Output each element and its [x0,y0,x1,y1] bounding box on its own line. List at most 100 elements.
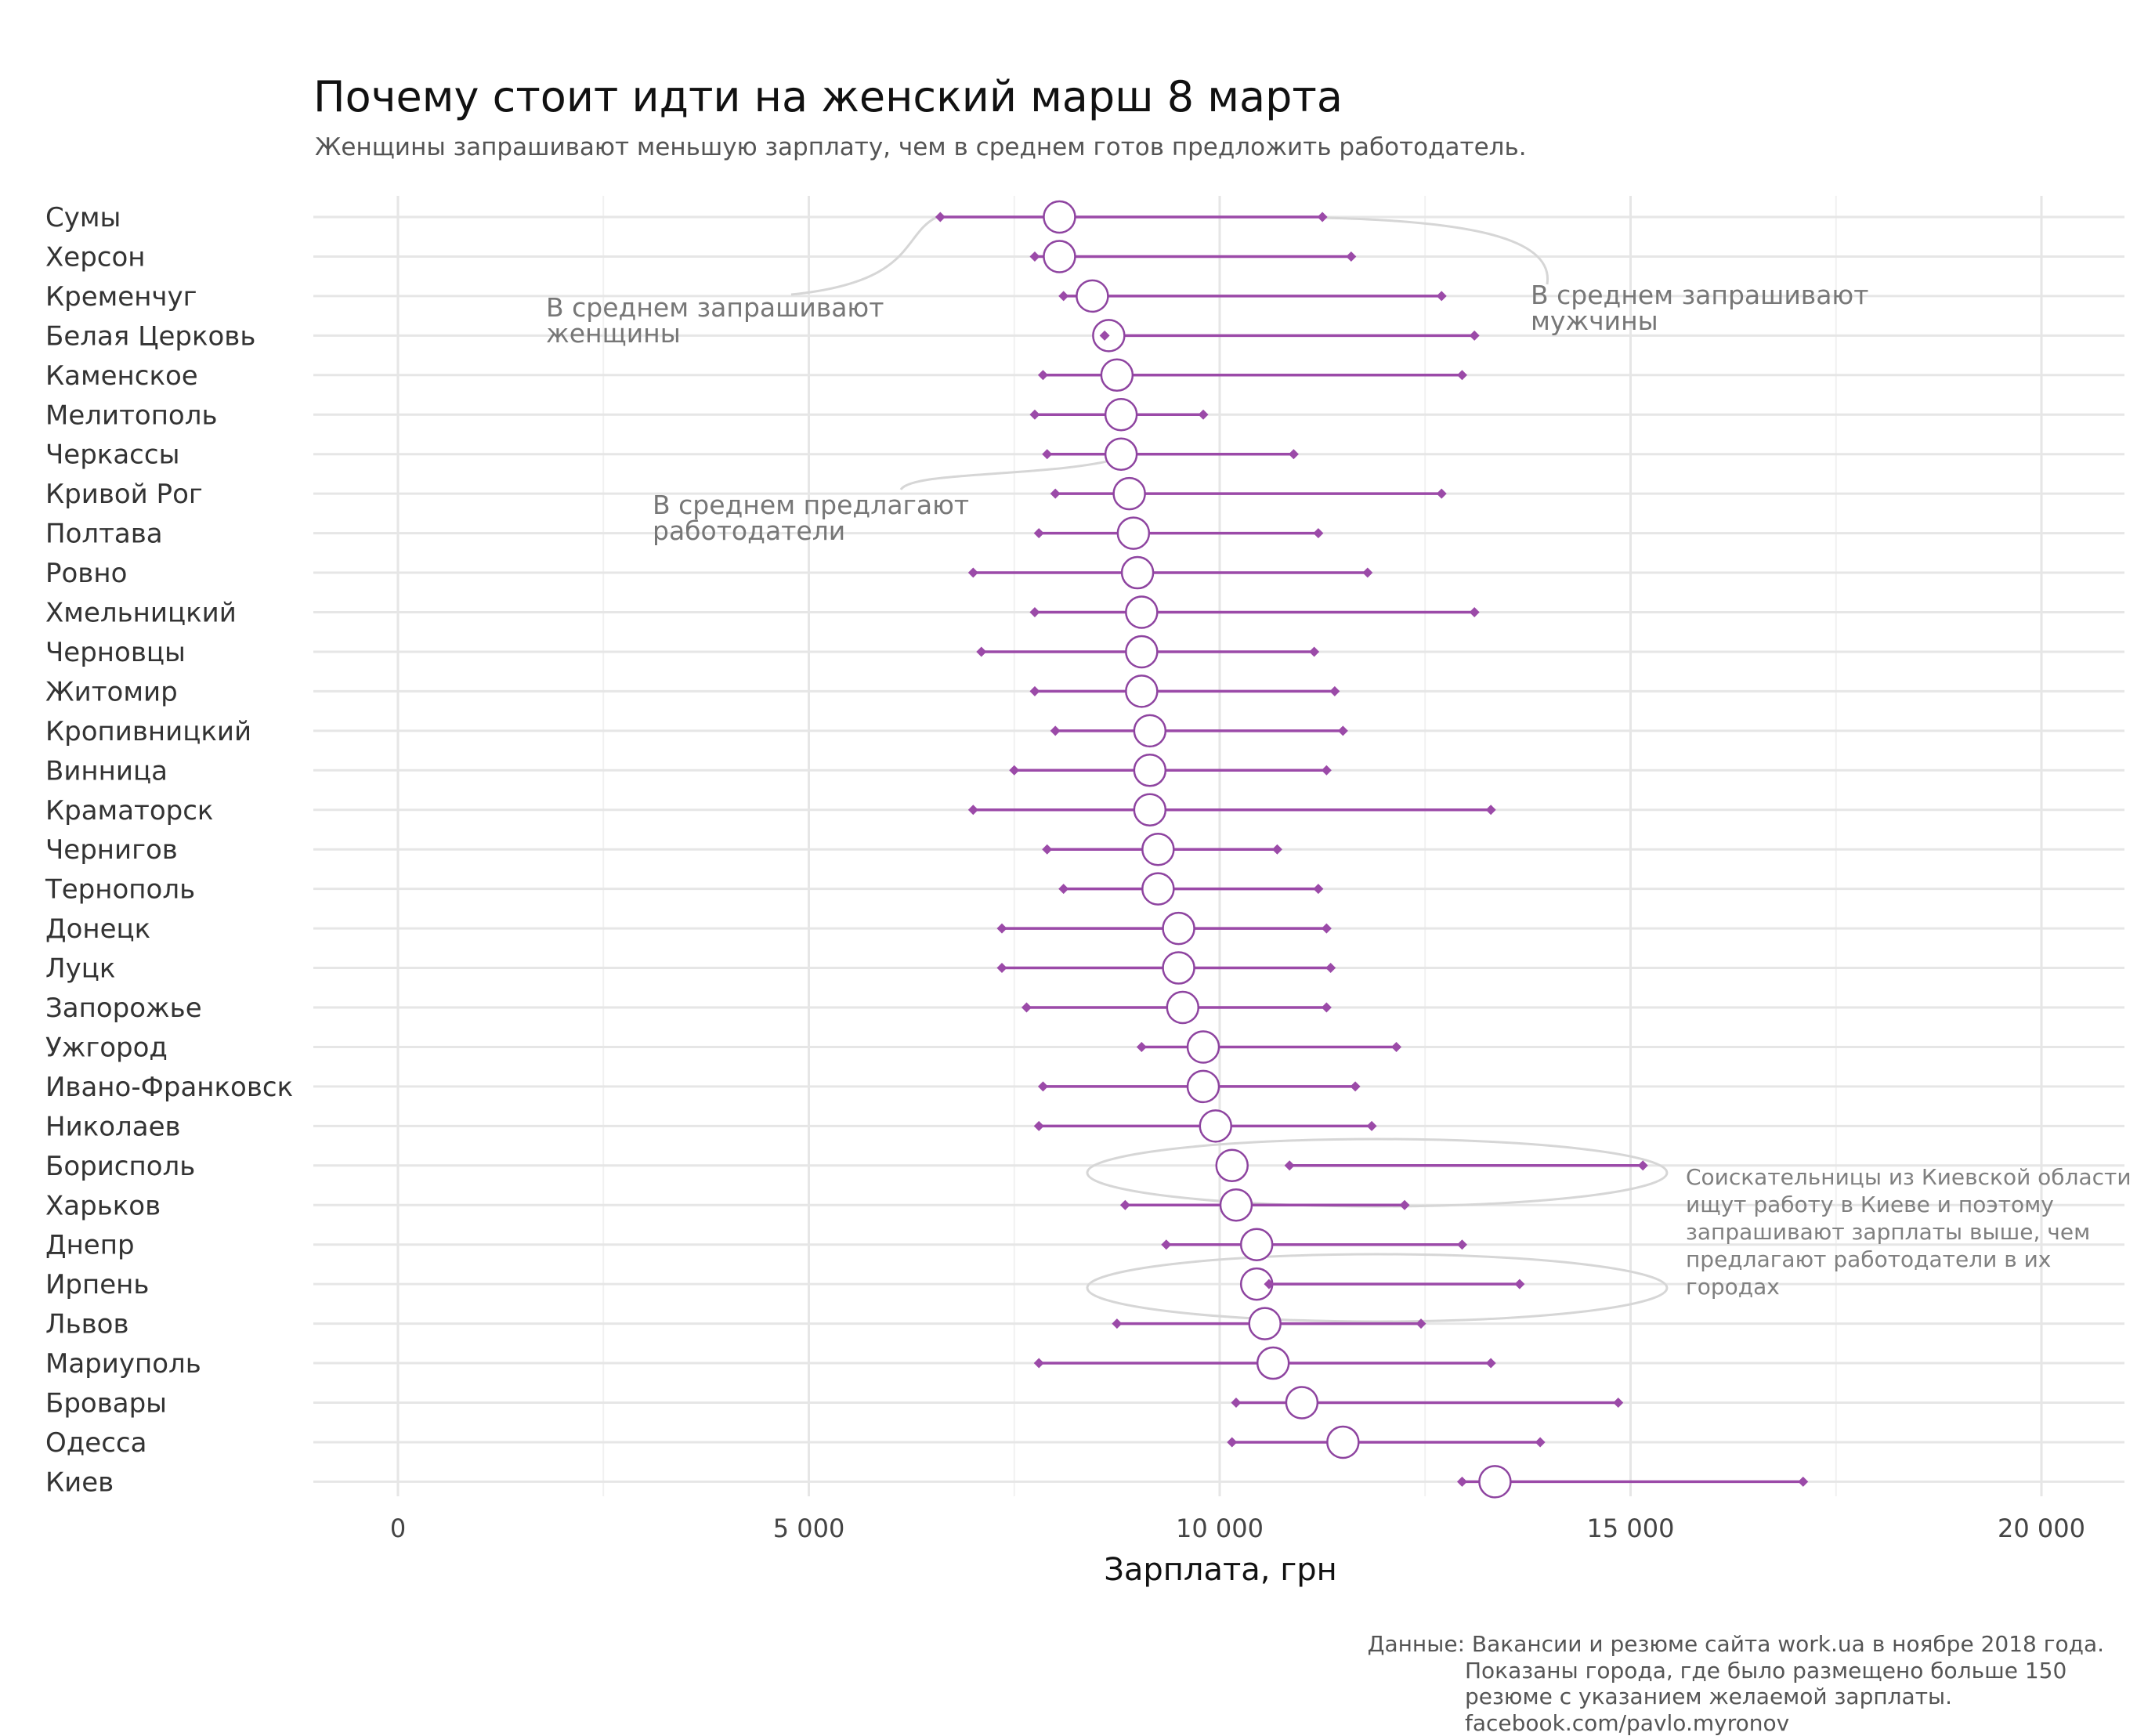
irpen-highlight-ellipse [1086,1253,1669,1323]
employer-point [1076,279,1109,313]
women-point [1050,488,1061,499]
women-point [1037,1081,1048,1092]
women-point [1033,528,1044,539]
city-label: Донецк [45,913,150,945]
city-label: Киев [45,1467,114,1498]
men-point [1391,1041,1402,1052]
employer-point [1125,675,1159,708]
city-label: Тернополь [45,874,195,906]
kyiv-region-annotation-line-2: ищут работу в Киеве и поэтому [1686,1192,2054,1217]
city-label: Львов [45,1309,128,1340]
men-point [1637,1160,1648,1171]
caption-line-2: Показаны города, где было размещено боль… [1465,1658,2066,1684]
city-label: Житомир [45,676,178,707]
kyiv-region-annotation-line-5: городах [1686,1274,1780,1300]
city-label: Ровно [45,558,127,589]
men-point [1313,884,1324,895]
employer-point [1141,832,1175,866]
men-point [1362,567,1373,578]
employer-point [1248,1307,1282,1340]
kyiv-region-annotation-line-4: предлагают работодатели в их [1686,1246,2051,1272]
women-callout-line [790,215,938,296]
men-point [1456,370,1467,381]
women-point [967,805,978,816]
employer-point [1186,1069,1220,1104]
women-point [1042,449,1053,460]
employer-point [1162,951,1195,985]
women-point [1029,607,1040,617]
city-label: Ужгород [45,1032,168,1063]
men-point [1514,1278,1525,1289]
city-label: Хмельницкий [45,598,237,629]
men-point [1456,1239,1467,1250]
city-label: Харьков [45,1190,161,1221]
employer-point [1478,1465,1512,1499]
employer-point [1166,990,1200,1025]
women-point [1042,844,1053,855]
men-point [1198,409,1209,420]
women-point [1029,409,1040,420]
men-point [1321,1002,1332,1013]
employer-point [1104,398,1138,432]
employers-annotation: В среднем предлагают работодатели [653,490,969,546]
women-point [996,963,1007,974]
employer-point [1219,1188,1253,1222]
men-point [1485,805,1496,816]
employers-annotation-line-1: В среднем предлагают [653,490,969,520]
men-point [1321,765,1332,776]
women-annotation-line-1: В среднем запрашивают [546,292,884,323]
employer-point [1133,793,1167,826]
caption-credit-visible: facebook.com/pavlo.myronov [1465,1710,1789,1736]
men-point [1325,963,1336,974]
women-point [1058,884,1069,895]
city-label: Черкассы [45,439,179,471]
city-label: Мариуполь [45,1348,201,1380]
men-point [1436,488,1447,499]
men-point [1317,212,1328,222]
city-label: Днепр [45,1230,135,1261]
men-point [1399,1199,1410,1210]
city-label: Запорожье [45,993,202,1024]
city-label: Чернигов [45,834,178,866]
x-tick-label: 20 000 [1998,1514,2085,1543]
employer-point [1125,635,1159,669]
employer-point [1125,595,1159,629]
women-point-overlay [1099,330,1110,341]
city-label: Полтава [45,519,163,550]
women-point [1033,1120,1044,1131]
women-point [1033,1358,1044,1369]
employers-callout-line [899,455,1126,491]
city-label: Ирпень [45,1269,149,1300]
employers-annotation-line-2: работодатели [653,515,845,546]
men-point [1271,844,1282,855]
employer-point [1215,1148,1249,1183]
men-point [1346,251,1357,262]
women-point [1029,251,1040,262]
women-point [1009,765,1020,776]
employer-point [1199,1109,1233,1143]
city-label: Черновцы [45,637,186,668]
employer-point [1141,872,1175,906]
women-point [1021,1002,1032,1013]
women-point [1119,1199,1130,1210]
city-label: Ивано-Франковск [45,1072,293,1103]
x-tick-label: 0 [390,1514,406,1543]
men-point [1337,725,1348,736]
men-point [1535,1437,1546,1448]
city-label: Краматорск [45,795,213,826]
x-tick-label: 5 000 [773,1514,845,1543]
city-label: Луцк [45,953,115,985]
employer-point [1112,476,1146,511]
kyiv-region-annotation: Соискательницы из Киевской области ищут … [1686,1164,2132,1300]
men-point [1469,607,1480,617]
women-point [967,567,978,578]
city-rows: Сумы Херсон Кременчуг Белая Церковь Каменско… [45,202,2124,1498]
employer-point [1285,1386,1319,1420]
women-point [1136,1041,1147,1052]
men-point [1329,685,1340,696]
chart-subtitle: Женщины запрашивают меньшую зарплату, че… [315,133,1527,161]
employer-point [1186,1030,1220,1064]
kyiv-region-annotation-line-3: запрашивают зарплаты выше, чем [1686,1219,2090,1245]
women-point [976,646,987,657]
city-label: Бровары [45,1388,167,1420]
